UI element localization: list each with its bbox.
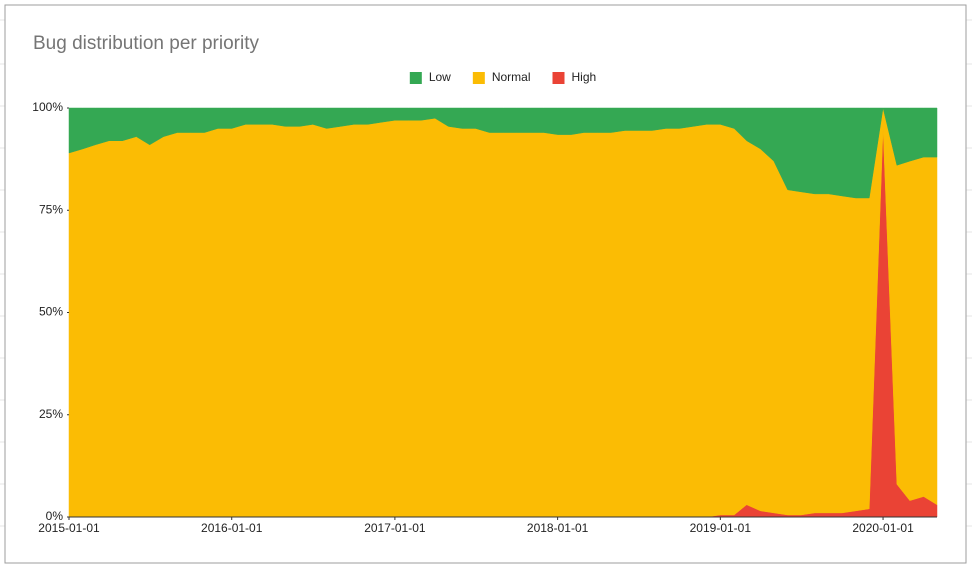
legend-label: Low: [429, 70, 451, 84]
legend-swatch: [472, 72, 485, 84]
chart-title: Bug distribution per priority: [33, 33, 259, 54]
x-tick-label: 2017-01-01: [364, 521, 426, 535]
x-tick-label: 2020-01-01: [852, 521, 914, 535]
legend-swatch: [409, 72, 422, 84]
area-low: [68, 107, 938, 199]
y-tick-label: 25%: [39, 407, 63, 421]
y-tick-label: 100%: [32, 100, 63, 114]
x-tick-label: 2016-01-01: [201, 521, 263, 535]
y-tick-label: 0%: [46, 509, 64, 523]
x-tick-label: 2019-01-01: [690, 521, 752, 535]
legend-swatch: [552, 72, 565, 84]
x-tick-label: 2015-01-01: [38, 521, 100, 535]
x-tick-label: 2018-01-01: [527, 521, 589, 535]
legend-item: Normal: [472, 70, 531, 84]
legend-item: Low: [409, 70, 451, 84]
legend: Low Normal High: [409, 70, 597, 84]
legend-label: Normal: [492, 70, 531, 84]
y-tick-label: 50%: [39, 305, 63, 319]
legend-item: High: [552, 70, 597, 84]
y-tick-label: 75%: [39, 202, 63, 216]
legend-label: High: [572, 70, 597, 84]
